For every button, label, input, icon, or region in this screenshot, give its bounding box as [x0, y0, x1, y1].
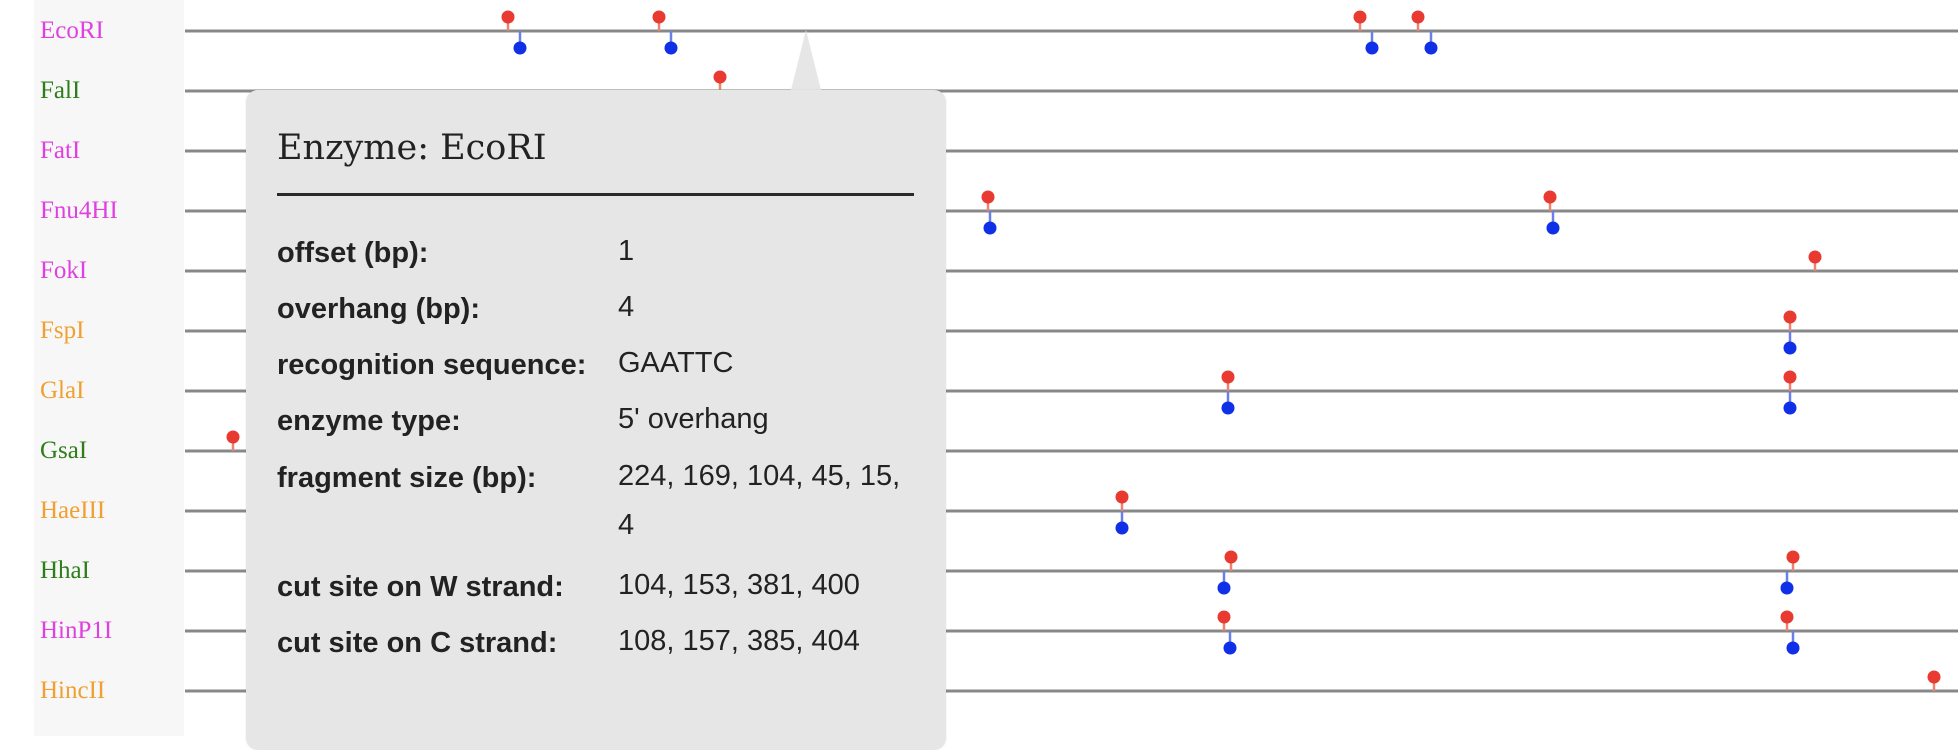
w-strand-cut-marker [1217, 610, 1231, 624]
w-strand-cut-marker [1543, 190, 1557, 204]
c-strand-cut-marker [513, 41, 527, 55]
tooltip-key: cut site on C strand: [277, 627, 558, 659]
tooltip-title: Enzyme: EcoRI [277, 128, 547, 168]
tooltip-divider [277, 193, 914, 196]
w-strand-cut-marker [226, 430, 240, 444]
tooltip-key: fragment size (bp): [277, 462, 537, 494]
w-strand-cut-marker [1783, 310, 1797, 324]
tooltip-pointer [791, 30, 821, 90]
enzyme-label-fnu4hi[interactable]: Fnu4HI [40, 197, 118, 224]
enzyme-label-column [34, 0, 184, 736]
c-strand-cut-marker [1217, 581, 1231, 595]
enzyme-label-hinp1i[interactable]: HinP1I [40, 617, 113, 644]
w-strand-cut-marker [501, 10, 515, 24]
w-strand-cut-marker [1221, 370, 1235, 384]
tooltip-key: enzyme type: [277, 405, 461, 437]
enzyme-label-fati[interactable]: FatI [40, 137, 81, 164]
tooltip-value: 224, 169, 104, 45, 15, 4 [618, 460, 901, 541]
tooltip-key: offset (bp): [277, 237, 429, 269]
c-strand-cut-marker [1115, 521, 1129, 535]
tooltip-value: 1 [618, 235, 635, 267]
w-strand-cut-marker [1411, 10, 1425, 24]
c-strand-cut-marker [1365, 41, 1379, 55]
tooltip-value: 104, 153, 381, 400 [618, 569, 860, 601]
tooltip-value: 5' overhang [618, 403, 769, 435]
c-strand-cut-marker [1780, 581, 1794, 595]
c-strand-cut-marker [1786, 641, 1800, 655]
w-strand-cut-marker [1353, 10, 1367, 24]
enzyme-label-haeiii[interactable]: HaeIII [40, 497, 106, 524]
enzyme-label-foki[interactable]: FokI [40, 257, 88, 284]
w-strand-cut-marker [1115, 490, 1129, 504]
w-strand-cut-marker [1808, 250, 1822, 264]
c-strand-cut-marker [1783, 341, 1797, 355]
tooltip-key: cut site on W strand: [277, 571, 564, 603]
c-strand-cut-marker [1424, 41, 1438, 55]
tooltip-value: GAATTC [618, 347, 734, 379]
w-strand-cut-marker [713, 70, 727, 84]
enzyme-label-fspi[interactable]: FspI [40, 317, 85, 344]
tooltip-key: recognition sequence: [277, 349, 587, 381]
w-strand-cut-marker [1927, 670, 1941, 684]
c-strand-cut-marker [983, 221, 997, 235]
enzyme-label-hhai[interactable]: HhaI [40, 557, 90, 584]
enzyme-label-hincii[interactable]: HincII [40, 677, 106, 704]
enzyme-label-fali[interactable]: FalI [40, 77, 81, 104]
enzyme-label-ecori[interactable]: EcoRI [40, 17, 104, 44]
c-strand-cut-marker [1546, 221, 1560, 235]
w-strand-cut-marker [652, 10, 666, 24]
c-strand-cut-marker [664, 41, 678, 55]
w-strand-cut-marker [1786, 550, 1800, 564]
enzyme-tooltip: Enzyme: EcoRI offset (bp): 1 overhang (bp)… [246, 90, 946, 750]
c-strand-cut-marker [1223, 641, 1237, 655]
enzyme-label-gsai[interactable]: GsaI [40, 437, 88, 464]
w-strand-cut-marker [1224, 550, 1238, 564]
tooltip-value: 4 [618, 291, 635, 323]
w-strand-cut-marker [981, 190, 995, 204]
w-strand-cut-marker [1780, 610, 1794, 624]
enzyme-label-glai[interactable]: GlaI [40, 377, 85, 404]
c-strand-cut-marker [1783, 401, 1797, 415]
c-strand-cut-marker [1221, 401, 1235, 415]
w-strand-cut-marker [1783, 370, 1797, 384]
tooltip-key: overhang (bp): [277, 293, 480, 325]
tooltip-value: 108, 157, 385, 404 [618, 625, 860, 657]
